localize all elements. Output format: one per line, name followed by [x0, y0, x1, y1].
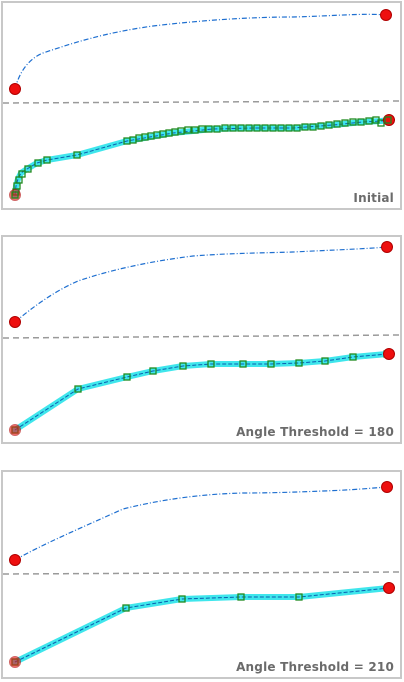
- original-line: [14, 13, 387, 90]
- diagram-initial: [3, 9, 400, 201]
- endpoint-start: [9, 424, 21, 436]
- endpoint-end: [381, 481, 393, 493]
- panel-caption: Initial: [353, 191, 394, 205]
- endpoint-start: [9, 656, 21, 668]
- original-line: [14, 246, 388, 323]
- original-line: [14, 486, 388, 561]
- panel-initial: Initial: [1, 1, 402, 210]
- divider-line: [3, 571, 400, 575]
- endpoint-end: [383, 582, 395, 594]
- panel-angle-180: Angle Threshold = 180: [1, 235, 402, 444]
- endpoint-start: [9, 316, 21, 328]
- buffer-band: [12, 585, 392, 665]
- simplified-line: [14, 587, 390, 663]
- endpoint-start: [9, 189, 21, 201]
- vertex-squares: [12, 116, 385, 196]
- endpoint-end: [383, 348, 395, 360]
- simplified-line: [14, 119, 390, 196]
- buffer-band: [12, 351, 390, 433]
- divider-line: [3, 334, 400, 339]
- buffer-band: [12, 117, 392, 198]
- panel-angle-210: Angle Threshold = 210: [1, 470, 402, 679]
- divider-line: [3, 100, 400, 104]
- endpoint-start: [9, 554, 21, 566]
- endpoint-end: [380, 9, 392, 21]
- panel-caption: Angle Threshold = 210: [236, 660, 394, 674]
- diagram-angle-210: [3, 481, 400, 668]
- simplified-line: [14, 353, 388, 431]
- endpoint-start: [9, 83, 21, 95]
- panel-caption: Angle Threshold = 180: [236, 425, 394, 439]
- diagram-angle-180: [3, 241, 400, 436]
- endpoint-end: [381, 241, 393, 253]
